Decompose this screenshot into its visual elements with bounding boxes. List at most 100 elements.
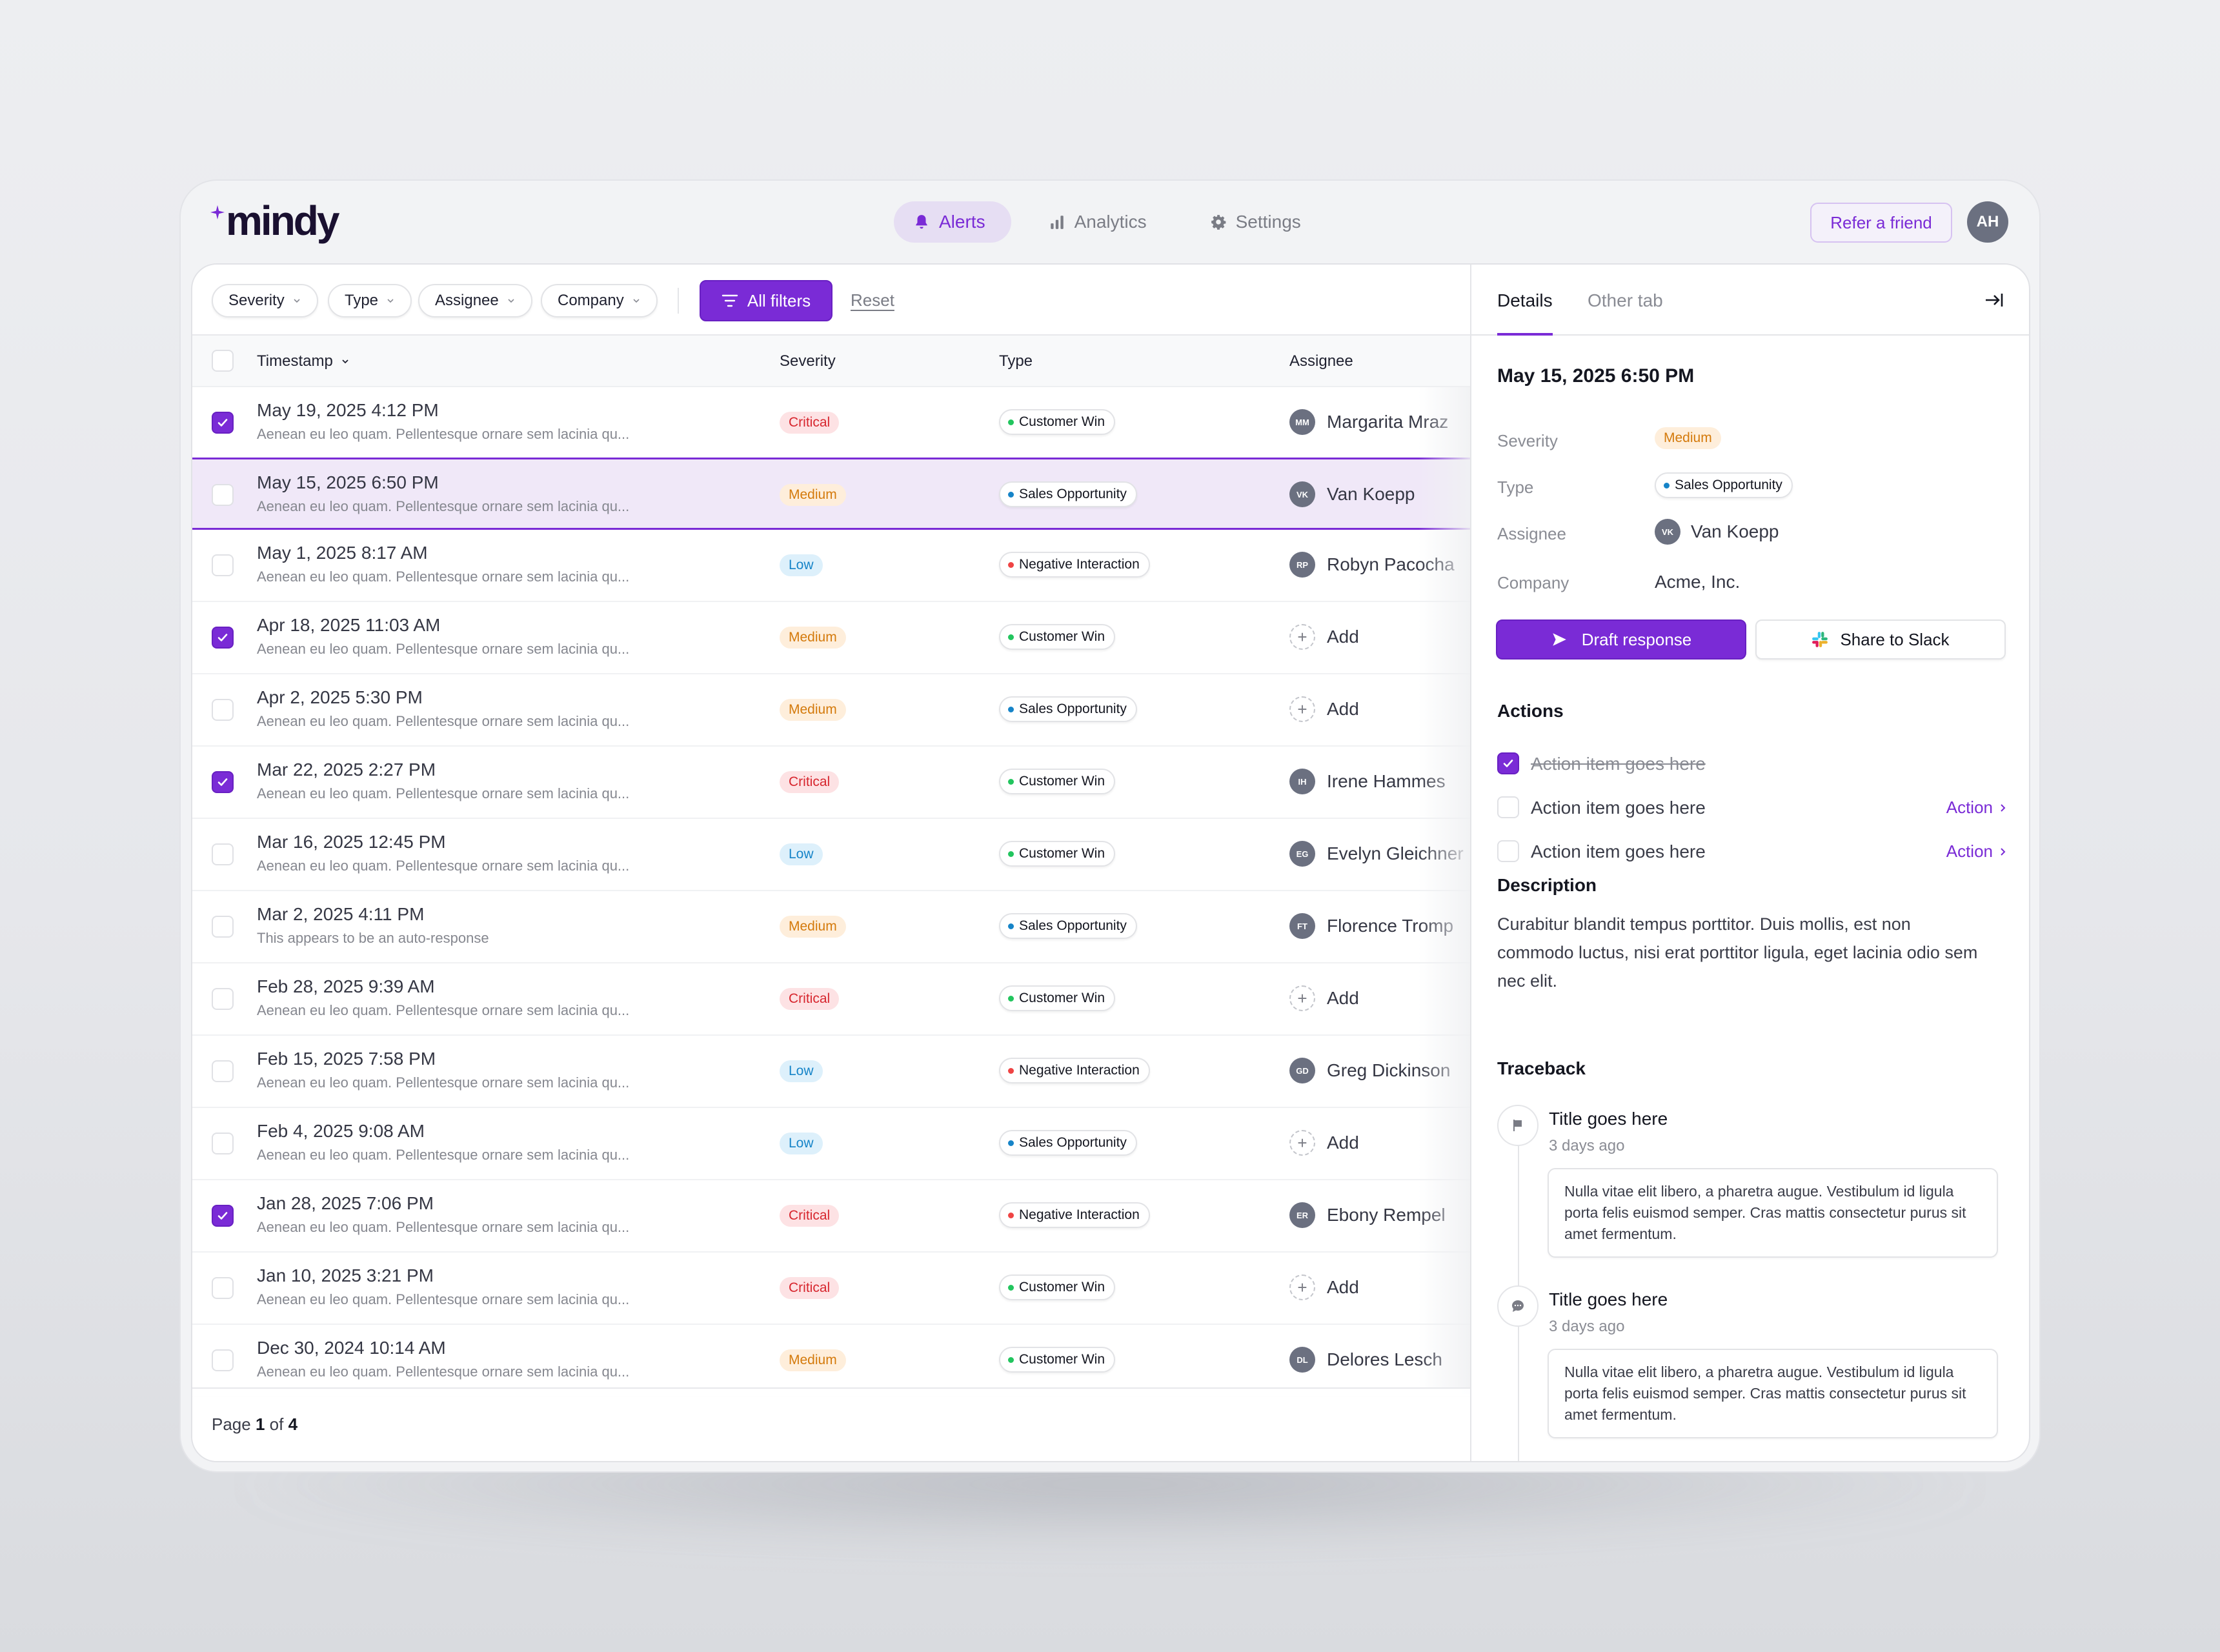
refer-friend-button[interactable]: Refer a friend xyxy=(1810,203,1952,243)
assignee-name: Evelyn Gleichner xyxy=(1327,843,1464,863)
table-row[interactable]: Mar 16, 2025 12:45 PM Aenean eu leo quam… xyxy=(192,819,1470,891)
table-row[interactable]: May 15, 2025 6:50 PM Aenean eu leo quam.… xyxy=(192,458,1470,530)
avatar: MM xyxy=(1289,409,1315,435)
row-checkbox[interactable] xyxy=(212,554,234,576)
row-checkbox[interactable] xyxy=(212,699,234,721)
chevron-right-icon xyxy=(2001,847,2006,856)
assignee-value[interactable]: VK Van Koepp xyxy=(1655,519,1779,545)
type-label: Customer Win xyxy=(1019,846,1105,861)
row-snippet: Aenean eu leo quam. Pellentesque ornare … xyxy=(257,1219,630,1235)
row-timestamp: May 1, 2025 8:17 AM xyxy=(257,543,428,563)
add-assignee-button[interactable]: + Add xyxy=(1289,624,1359,650)
row-checkbox[interactable] xyxy=(212,771,234,793)
type-badge: Customer Win xyxy=(999,1274,1116,1300)
action-link[interactable]: Action xyxy=(1946,841,2007,861)
severity-badge: Critical xyxy=(780,771,840,793)
nav-settings-label: Settings xyxy=(1235,212,1301,232)
type-dot-icon xyxy=(1008,491,1014,498)
row-checkbox[interactable] xyxy=(212,1060,234,1082)
table-row[interactable]: Dec 30, 2024 10:14 AM Aenean eu leo quam… xyxy=(192,1325,1470,1397)
assignee-cell[interactable]: IH Irene Hammes xyxy=(1289,769,1446,794)
table-row[interactable]: Apr 2, 2025 5:30 PM Aenean eu leo quam. … xyxy=(192,674,1470,747)
add-assignee-button[interactable]: + Add xyxy=(1289,696,1359,722)
share-to-slack-button[interactable]: Share to Slack xyxy=(1755,620,2006,660)
row-checkbox[interactable] xyxy=(212,1277,234,1299)
page-total: 4 xyxy=(288,1415,298,1434)
table-row[interactable]: Mar 22, 2025 2:27 PM Aenean eu leo quam.… xyxy=(192,747,1470,819)
nav-settings[interactable]: Settings xyxy=(1191,201,1327,243)
column-timestamp[interactable]: Timestamp xyxy=(257,352,350,370)
assignee-cell[interactable]: RP Robyn Pacocha xyxy=(1289,552,1455,578)
type-badge: Negative Interaction xyxy=(999,1202,1150,1228)
filter-severity[interactable]: Severity xyxy=(212,284,318,317)
draft-response-button[interactable]: Draft response xyxy=(1496,620,1746,660)
row-checkbox[interactable] xyxy=(212,412,234,434)
add-assignee-button[interactable]: + Add xyxy=(1289,985,1359,1011)
user-avatar[interactable]: AH xyxy=(1967,201,2008,243)
action-checkbox[interactable] xyxy=(1497,796,1519,818)
row-checkbox[interactable] xyxy=(212,1349,234,1371)
assignee-cell[interactable]: DL Delores Lesch xyxy=(1289,1347,1442,1373)
filter-company[interactable]: Company xyxy=(541,284,658,317)
logo[interactable]: mindy xyxy=(210,197,339,244)
table-row[interactable]: May 1, 2025 8:17 AM Aenean eu leo quam. … xyxy=(192,530,1470,602)
severity-badge: Medium xyxy=(780,916,846,938)
table-row[interactable]: Apr 18, 2025 11:03 AM Aenean eu leo quam… xyxy=(192,602,1470,674)
severity-badge: Low xyxy=(780,1133,823,1154)
add-assignee-label: Add xyxy=(1327,699,1359,719)
action-link[interactable]: Action xyxy=(1946,798,2007,818)
row-checkbox[interactable] xyxy=(212,627,234,649)
all-filters-button[interactable]: All filters xyxy=(700,280,832,321)
row-checkbox[interactable] xyxy=(212,843,234,865)
table-row[interactable]: Mar 2, 2025 4:11 PM This appears to be a… xyxy=(192,891,1470,963)
table-row[interactable]: May 19, 2025 4:12 PM Aenean eu leo quam.… xyxy=(192,387,1470,459)
assignee-cell[interactable]: MM Margarita Mraz xyxy=(1289,409,1448,435)
table-row[interactable]: Jan 10, 2025 3:21 PM Aenean eu leo quam.… xyxy=(192,1253,1470,1325)
filter-type[interactable]: Type xyxy=(328,284,412,317)
table-row[interactable]: Feb 15, 2025 7:58 PM Aenean eu leo quam.… xyxy=(192,1036,1470,1108)
row-timestamp: Feb 28, 2025 9:39 AM xyxy=(257,976,435,996)
traceback-title: Title goes here xyxy=(1549,1109,1668,1129)
column-type[interactable]: Type xyxy=(999,352,1033,370)
checkmark-icon xyxy=(217,419,228,427)
action-item-label: Action item goes here xyxy=(1531,754,1706,774)
assignee-cell[interactable]: FT Florence Tromp xyxy=(1289,913,1453,939)
assignee-name: Irene Hammes xyxy=(1327,771,1446,791)
table-row[interactable]: Feb 4, 2025 9:08 AM Aenean eu leo quam. … xyxy=(192,1108,1470,1180)
row-checkbox[interactable] xyxy=(212,1133,234,1154)
add-assignee-label: Add xyxy=(1327,1133,1359,1153)
add-assignee-button[interactable]: + Add xyxy=(1289,1130,1359,1156)
table-body: May 19, 2025 4:12 PM Aenean eu leo quam.… xyxy=(192,387,1470,1397)
row-checkbox[interactable] xyxy=(212,916,234,938)
assignee-cell[interactable]: EG Evelyn Gleichner xyxy=(1289,841,1464,867)
type-badge-label: Sales Opportunity xyxy=(1675,478,1782,492)
type-dot-icon xyxy=(1008,1212,1014,1218)
row-snippet: Aenean eu leo quam. Pellentesque ornare … xyxy=(257,1147,630,1163)
action-checkbox[interactable] xyxy=(1497,840,1519,862)
column-severity[interactable]: Severity xyxy=(780,352,836,370)
assignee-cell[interactable]: GD Greg Dickinson xyxy=(1289,1058,1450,1083)
bar-chart-icon xyxy=(1050,216,1064,229)
action-checkbox[interactable] xyxy=(1497,752,1519,774)
filter-assignee[interactable]: Assignee xyxy=(418,284,532,317)
nav-analytics[interactable]: Analytics xyxy=(1029,201,1173,243)
assignee-cell[interactable]: ER Ebony Rempel xyxy=(1289,1202,1446,1228)
assignee-name: Delores Lesch xyxy=(1327,1349,1442,1369)
row-checkbox[interactable] xyxy=(212,988,234,1010)
tab-other[interactable]: Other tab xyxy=(1588,290,1663,310)
assignee-cell[interactable]: VK Van Koepp xyxy=(1289,481,1415,507)
nav-alerts[interactable]: Alerts xyxy=(894,201,1011,243)
select-all-checkbox[interactable] xyxy=(212,350,234,372)
row-checkbox[interactable] xyxy=(212,1205,234,1227)
row-checkbox[interactable] xyxy=(212,484,234,506)
table-row[interactable]: Feb 28, 2025 9:39 AM Aenean eu leo quam.… xyxy=(192,963,1470,1036)
reset-link[interactable]: Reset xyxy=(851,290,894,310)
column-assignee[interactable]: Assignee xyxy=(1289,352,1353,370)
tab-details[interactable]: Details xyxy=(1497,290,1553,336)
severity-badge: Critical xyxy=(780,1277,840,1299)
collapse-panel-icon[interactable] xyxy=(1984,290,2004,310)
add-assignee-button[interactable]: + Add xyxy=(1289,1274,1359,1300)
type-dot-icon xyxy=(1008,1356,1014,1363)
type-label: Customer Win xyxy=(1019,629,1105,644)
table-row[interactable]: Jan 28, 2025 7:06 PM Aenean eu leo quam.… xyxy=(192,1180,1470,1253)
